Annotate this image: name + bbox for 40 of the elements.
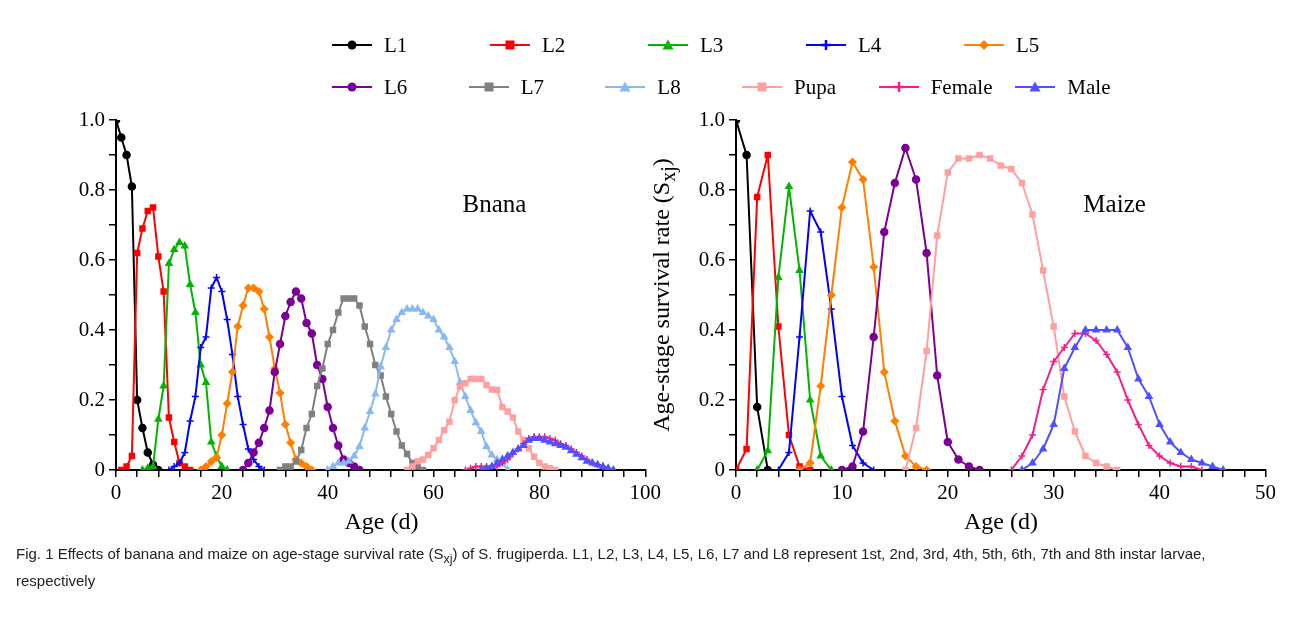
x-tick-label: 10	[831, 480, 853, 505]
x-tick-label: 0	[110, 480, 122, 505]
legend-label: Female	[930, 74, 993, 100]
y-tick-label: 0.6	[698, 246, 725, 271]
x-tick-label: 0	[730, 480, 742, 505]
y-tick-label: 1.0	[698, 106, 725, 131]
x-tick-label: 40	[1149, 480, 1171, 505]
x-tick-label: 40	[317, 480, 339, 505]
y-tick-label: 0	[714, 456, 725, 481]
x-tick-label: 50	[1255, 480, 1276, 505]
annotation: Bnana	[462, 190, 527, 218]
y-tick-label: 0.4	[698, 316, 726, 341]
text: Fig. 1 Effects of banana and maize on age-stage survival rate (S$_{xj}$) of S. frugiperda. L1, L2, L3, L4, L5, L6, L7 and L8 represent 1st, 2nd, 3rd, 4th, 5th, 6th, 7th and 8th instar larvae, respectively	[16, 545, 1206, 589]
y-tick-label: 0.4	[78, 316, 106, 341]
x-tick-label: 100	[629, 480, 661, 505]
legend-label: L5	[1016, 32, 1040, 58]
legend-label: L4	[858, 32, 882, 58]
annotation: Maize	[1083, 190, 1146, 218]
y-tick-label: 1.0	[78, 106, 105, 131]
y-tick-label: 0.6	[78, 246, 105, 271]
legend-label: L6	[384, 74, 408, 100]
x-tick-label: 60	[423, 480, 445, 505]
x-axis-title: Age (d)	[343, 508, 420, 535]
y-tick-label: 0.8	[78, 176, 105, 201]
y-tick-label: 0.2	[698, 386, 725, 411]
legend-label: Pupa	[794, 74, 837, 100]
x-tick-label: 20	[211, 480, 233, 505]
y-tick-label: 0	[94, 456, 105, 481]
legend-label: Male	[1067, 74, 1111, 100]
legend-label: L2	[542, 32, 566, 58]
legend-label: L7	[520, 74, 544, 100]
x-tick-label: 80	[528, 480, 550, 505]
legend-label: L1	[384, 32, 408, 58]
x-tick-label: 30	[1043, 480, 1065, 505]
x-tick-label: 20	[937, 480, 959, 505]
y-tick-label: 0.2	[78, 386, 105, 411]
legend-label: L3	[700, 32, 724, 58]
x-axis-title: Age (d)	[963, 508, 1039, 535]
y-tick-label: 0.8	[698, 176, 725, 201]
legend-label: L8	[657, 74, 681, 100]
